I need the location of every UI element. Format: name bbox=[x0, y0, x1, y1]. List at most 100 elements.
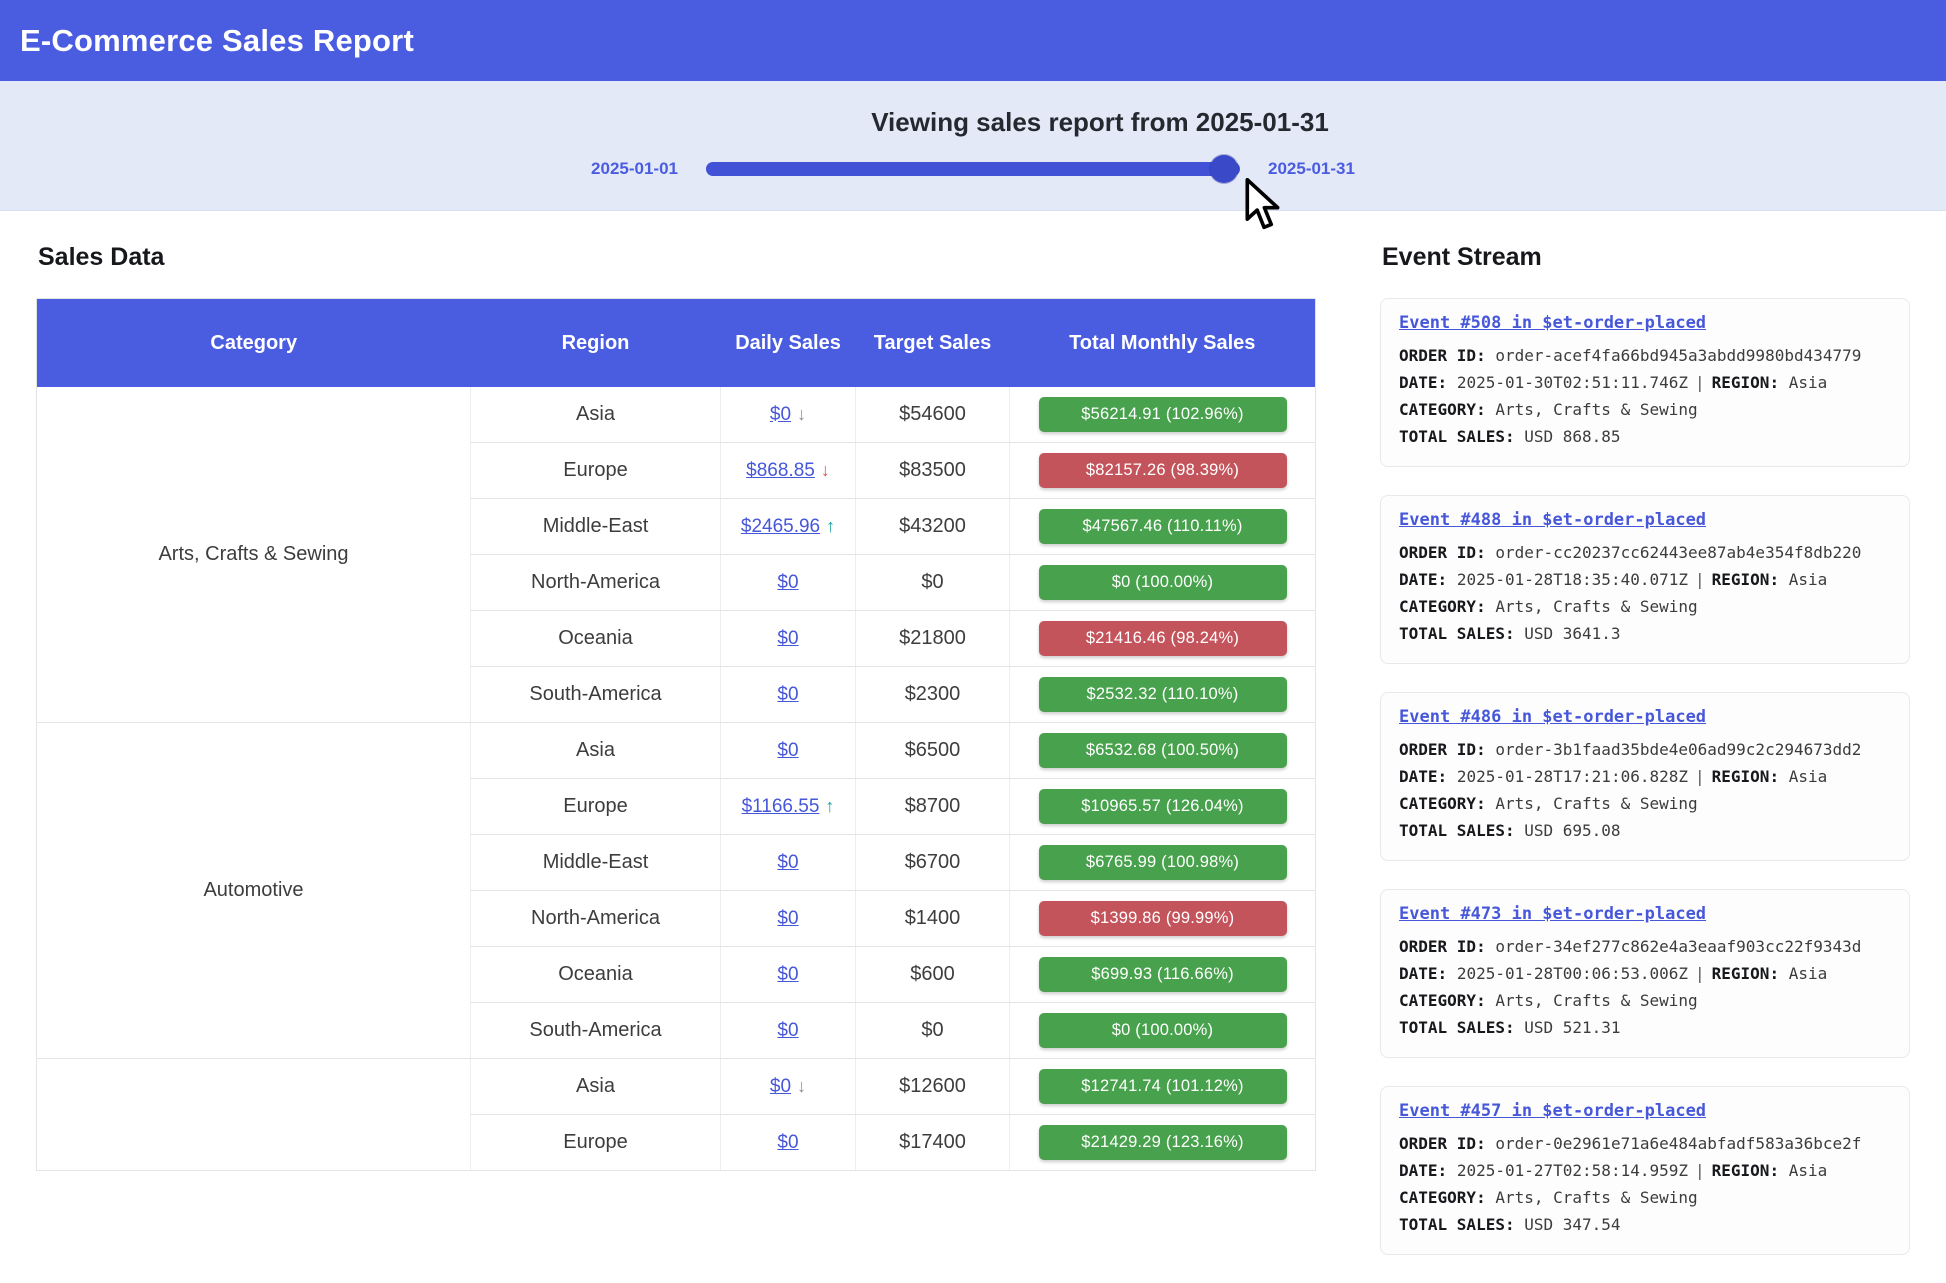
mouse-cursor-icon bbox=[1244, 178, 1290, 234]
event-title-link[interactable]: Event #486 in $et-order-placed bbox=[1399, 707, 1706, 727]
region-cell: South-America bbox=[471, 667, 721, 723]
monthly-sales-cell: $21429.29 (123.16%) bbox=[1010, 1115, 1316, 1171]
event-total-sales: TOTAL SALES: USD 868.85 bbox=[1399, 423, 1891, 450]
event-total-sales: TOTAL SALES: USD 3641.3 bbox=[1399, 620, 1891, 647]
monthly-sales-cell: $21416.46 (98.24%) bbox=[1010, 611, 1316, 667]
slider-status-text: Viewing sales report from 2025-01-31 bbox=[871, 107, 1329, 138]
region-cell: North-America bbox=[471, 891, 721, 947]
region-cell: North-America bbox=[471, 555, 721, 611]
trend-arrow-icon: ↓ bbox=[797, 1076, 806, 1096]
daily-sales-link[interactable]: $0 bbox=[777, 1020, 798, 1041]
region-cell: Middle-East bbox=[471, 499, 721, 555]
daily-sales-link[interactable]: $0 bbox=[777, 628, 798, 649]
monthly-sales-badge: $47567.46 (110.11%) bbox=[1039, 509, 1287, 544]
date-filter-section: Viewing sales report from 2025-01-31 202… bbox=[0, 81, 1946, 211]
daily-sales-cell: $2465.96↑ bbox=[721, 499, 856, 555]
event-order-id: ORDER ID: order-acef4fa66bd945a3abdd9980… bbox=[1399, 342, 1891, 369]
column-header-daily-sales: Daily Sales bbox=[721, 299, 856, 387]
event-order-id: ORDER ID: order-cc20237cc62443ee87ab4e35… bbox=[1399, 539, 1891, 566]
slider-min-label: 2025-01-01 bbox=[591, 159, 678, 179]
event-card: Event #508 in $et-order-placed ORDER ID:… bbox=[1380, 298, 1910, 467]
region-cell: Europe bbox=[471, 779, 721, 835]
monthly-sales-cell: $47567.46 (110.11%) bbox=[1010, 499, 1316, 555]
event-title-link[interactable]: Event #488 in $et-order-placed bbox=[1399, 510, 1706, 530]
event-category: CATEGORY: Arts, Crafts & Sewing bbox=[1399, 790, 1891, 817]
daily-sales-link[interactable]: $868.85 bbox=[746, 460, 815, 481]
event-date-region: DATE: 2025-01-27T02:58:14.959Z|REGION: A… bbox=[1399, 1157, 1891, 1184]
daily-sales-cell: $0 ↓ bbox=[721, 387, 856, 443]
daily-sales-link[interactable]: $0 bbox=[777, 908, 798, 929]
target-sales-cell: $2300 bbox=[856, 667, 1010, 723]
monthly-sales-cell: $82157.26 (98.39%) bbox=[1010, 443, 1316, 499]
region-cell: Oceania bbox=[471, 611, 721, 667]
daily-sales-link[interactable]: $0 bbox=[777, 1132, 798, 1153]
region-cell: Asia bbox=[471, 387, 721, 443]
daily-sales-link[interactable]: $0 bbox=[777, 684, 798, 705]
sales-data-heading: Sales Data bbox=[38, 243, 1318, 272]
trend-arrow-icon: ↑ bbox=[825, 796, 834, 816]
daily-sales-link[interactable]: $0 bbox=[777, 964, 798, 985]
target-sales-cell: $12600 bbox=[856, 1059, 1010, 1115]
target-sales-cell: $0 bbox=[856, 555, 1010, 611]
monthly-sales-badge: $10965.57 (126.04%) bbox=[1039, 789, 1287, 824]
table-row: Asia $0↓ $12600 $12741.74 (101.12%) bbox=[37, 1059, 1316, 1115]
monthly-sales-cell: $1399.86 (99.99%) bbox=[1010, 891, 1316, 947]
event-title-link[interactable]: Event #473 in $et-order-placed bbox=[1399, 904, 1706, 924]
date-slider[interactable] bbox=[706, 162, 1240, 176]
event-order-id: ORDER ID: order-3b1faad35bde4e06ad99c2c2… bbox=[1399, 736, 1891, 763]
column-header-region: Region bbox=[471, 299, 721, 387]
target-sales-cell: $6700 bbox=[856, 835, 1010, 891]
monthly-sales-cell: $2532.32 (110.10%) bbox=[1010, 667, 1316, 723]
app-header: E-Commerce Sales Report bbox=[0, 0, 1946, 81]
daily-sales-cell: $0 bbox=[721, 667, 856, 723]
target-sales-cell: $600 bbox=[856, 947, 1010, 1003]
daily-sales-link[interactable]: $0 bbox=[770, 1076, 791, 1097]
target-sales-cell: $1400 bbox=[856, 891, 1010, 947]
daily-sales-link[interactable]: $1166.55 bbox=[742, 796, 820, 817]
daily-sales-cell: $0 bbox=[721, 1115, 856, 1171]
daily-sales-link[interactable]: $2465.96 bbox=[741, 516, 820, 537]
target-sales-cell: $6500 bbox=[856, 723, 1010, 779]
page-title: E-Commerce Sales Report bbox=[20, 23, 414, 59]
monthly-sales-badge: $2532.32 (110.10%) bbox=[1039, 677, 1287, 712]
daily-sales-cell: $0 bbox=[721, 947, 856, 1003]
target-sales-cell: $8700 bbox=[856, 779, 1010, 835]
sales-data-panel: Sales Data Category Region Daily Sales T… bbox=[36, 243, 1318, 1171]
monthly-sales-cell: $56214.91 (102.96%) bbox=[1010, 387, 1316, 443]
date-slider-thumb[interactable] bbox=[1210, 155, 1238, 183]
column-header-category: Category bbox=[37, 299, 471, 387]
monthly-sales-cell: $6765.99 (100.98%) bbox=[1010, 835, 1316, 891]
event-card: Event #473 in $et-order-placed ORDER ID:… bbox=[1380, 889, 1910, 1058]
monthly-sales-badge: $0 (100.00%) bbox=[1039, 1013, 1287, 1048]
region-cell: Europe bbox=[471, 443, 721, 499]
event-title-link[interactable]: Event #508 in $et-order-placed bbox=[1399, 313, 1706, 333]
monthly-sales-cell: $0 (100.00%) bbox=[1010, 555, 1316, 611]
event-total-sales: TOTAL SALES: USD 347.54 bbox=[1399, 1211, 1891, 1238]
monthly-sales-cell: $0 (100.00%) bbox=[1010, 1003, 1316, 1059]
event-title-link[interactable]: Event #457 in $et-order-placed bbox=[1399, 1101, 1706, 1121]
trend-arrow-icon: ↓ bbox=[821, 460, 830, 480]
trend-arrow-icon: ↓ bbox=[797, 404, 806, 424]
monthly-sales-badge: $0 (100.00%) bbox=[1039, 565, 1287, 600]
event-stream-heading: Event Stream bbox=[1382, 243, 1910, 272]
event-date-region: DATE: 2025-01-30T02:51:11.746Z|REGION: A… bbox=[1399, 369, 1891, 396]
daily-sales-link[interactable]: $0 bbox=[777, 740, 798, 761]
region-cell: Oceania bbox=[471, 947, 721, 1003]
daily-sales-link[interactable]: $0 bbox=[777, 852, 798, 873]
target-sales-cell: $21800 bbox=[856, 611, 1010, 667]
column-header-total-monthly-sales: Total Monthly Sales bbox=[1010, 299, 1316, 387]
event-category: CATEGORY: Arts, Crafts & Sewing bbox=[1399, 1184, 1891, 1211]
daily-sales-cell: $1166.55↑ bbox=[721, 779, 856, 835]
monthly-sales-badge: $1399.86 (99.99%) bbox=[1039, 901, 1287, 936]
event-date-region: DATE: 2025-01-28T00:06:53.006Z|REGION: A… bbox=[1399, 960, 1891, 987]
daily-sales-cell: $0 bbox=[721, 891, 856, 947]
event-category: CATEGORY: Arts, Crafts & Sewing bbox=[1399, 396, 1891, 423]
daily-sales-cell: $0 bbox=[721, 555, 856, 611]
event-card: Event #488 in $et-order-placed ORDER ID:… bbox=[1380, 495, 1910, 664]
sales-table: Category Region Daily Sales Target Sales… bbox=[36, 298, 1316, 1171]
category-cell bbox=[37, 1059, 471, 1171]
daily-sales-link[interactable]: $0 bbox=[770, 404, 791, 425]
region-cell: Middle-East bbox=[471, 835, 721, 891]
daily-sales-cell: $0 bbox=[721, 611, 856, 667]
daily-sales-link[interactable]: $0 bbox=[777, 572, 798, 593]
